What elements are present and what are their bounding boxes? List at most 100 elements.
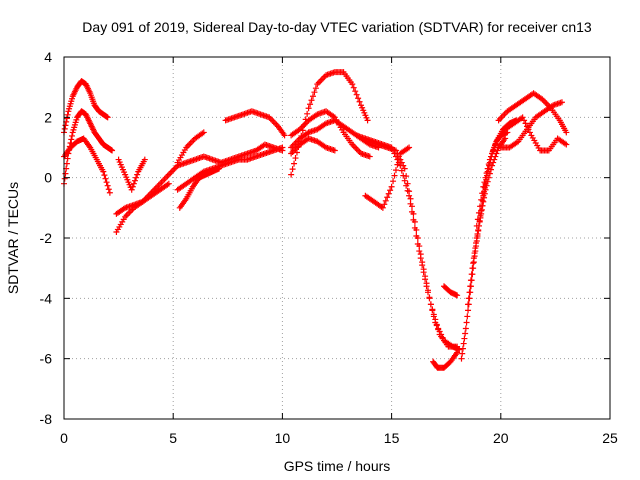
series-arc-s: [430, 349, 461, 371]
data-point: [395, 156, 402, 163]
data-point: [469, 265, 476, 272]
data-point: [464, 313, 471, 320]
data-point: [128, 186, 135, 193]
data-point: [307, 101, 314, 108]
data-point: [391, 172, 398, 179]
data-point: [364, 117, 371, 124]
data-point: [309, 93, 316, 100]
data-point: [61, 175, 68, 182]
data-point: [312, 85, 319, 92]
series-arc-z: [502, 114, 570, 154]
data-point: [390, 178, 397, 185]
data-point: [392, 147, 399, 154]
data-point: [100, 168, 107, 175]
data-points: [61, 69, 570, 371]
data-point: [485, 161, 492, 168]
data-point: [459, 350, 466, 357]
data-point: [407, 195, 414, 202]
data-point: [460, 340, 467, 347]
data-point: [216, 165, 223, 172]
data-point: [404, 180, 411, 187]
series-arc-q: [366, 138, 461, 350]
data-point: [131, 177, 138, 184]
data-point: [479, 190, 486, 197]
series-arc-t: [441, 283, 461, 299]
series-arc-a: [61, 78, 111, 136]
data-point: [101, 172, 108, 179]
data-point: [475, 209, 482, 216]
tick-labels: 0 5 10 15 20 25 -8 -6 -4 -2 0 2 4: [40, 49, 618, 446]
y-tick-label: -8: [40, 411, 53, 427]
data-point: [432, 316, 439, 323]
data-point: [480, 183, 487, 190]
data-point: [482, 174, 489, 181]
data-point: [401, 177, 408, 184]
chart-title: Day 091 of 2019, Sidereal Day-to-day VTE…: [82, 19, 592, 35]
data-point: [490, 159, 497, 166]
data-point: [563, 129, 570, 136]
data-point: [483, 170, 490, 177]
data-point: [63, 160, 70, 167]
data-point: [288, 171, 295, 178]
data-point: [331, 147, 338, 154]
data-point: [454, 343, 461, 350]
data-point: [64, 155, 71, 162]
data-point: [470, 255, 477, 262]
data-point: [355, 95, 362, 102]
data-point: [454, 349, 461, 356]
y-tick-label: 0: [44, 170, 52, 186]
series-arc-j: [222, 108, 288, 139]
data-point: [133, 174, 140, 181]
data-point: [475, 226, 482, 233]
data-point: [350, 84, 357, 91]
data-point: [484, 165, 491, 172]
x-axis-label: GPS time / hours: [284, 458, 391, 474]
data-point: [400, 162, 407, 169]
data-point: [417, 251, 424, 258]
data-point: [289, 166, 296, 173]
data-point: [130, 180, 137, 187]
data-point: [106, 189, 113, 196]
data-point: [489, 162, 496, 169]
series-arc-h: [174, 141, 286, 169]
data-point: [483, 182, 490, 189]
data-point: [420, 266, 427, 273]
data-point: [462, 325, 469, 332]
data-point: [422, 273, 429, 280]
data-point: [477, 203, 484, 210]
data-point: [352, 88, 359, 95]
data-point: [474, 230, 481, 237]
data-point: [474, 216, 481, 223]
data-point: [388, 183, 395, 190]
data-point: [61, 125, 68, 132]
data-point: [129, 183, 136, 190]
data-point: [459, 345, 466, 352]
data-point: [414, 235, 421, 241]
y-tick-label: -6: [40, 351, 53, 367]
series-arc-i: [174, 129, 207, 166]
data-point: [478, 196, 485, 203]
data-point: [200, 129, 207, 136]
data-point: [103, 179, 110, 186]
data-point: [104, 182, 111, 189]
data-point: [526, 129, 533, 136]
data-point: [62, 122, 69, 129]
data-point: [413, 226, 420, 233]
data-point: [462, 330, 469, 337]
data-point: [489, 150, 496, 157]
axis-ticks: [63, 56, 611, 420]
data-point: [466, 289, 473, 296]
data-point: [408, 203, 415, 210]
data-point: [465, 307, 472, 314]
data-point: [387, 187, 394, 194]
data-point: [63, 115, 70, 122]
data-point: [468, 271, 475, 278]
data-point: [558, 99, 565, 106]
series-arc-o: [288, 135, 338, 157]
data-point: [425, 287, 431, 294]
data-point: [524, 123, 531, 130]
data-point: [487, 166, 494, 173]
data-point: [521, 117, 528, 124]
data-point: [430, 311, 437, 318]
